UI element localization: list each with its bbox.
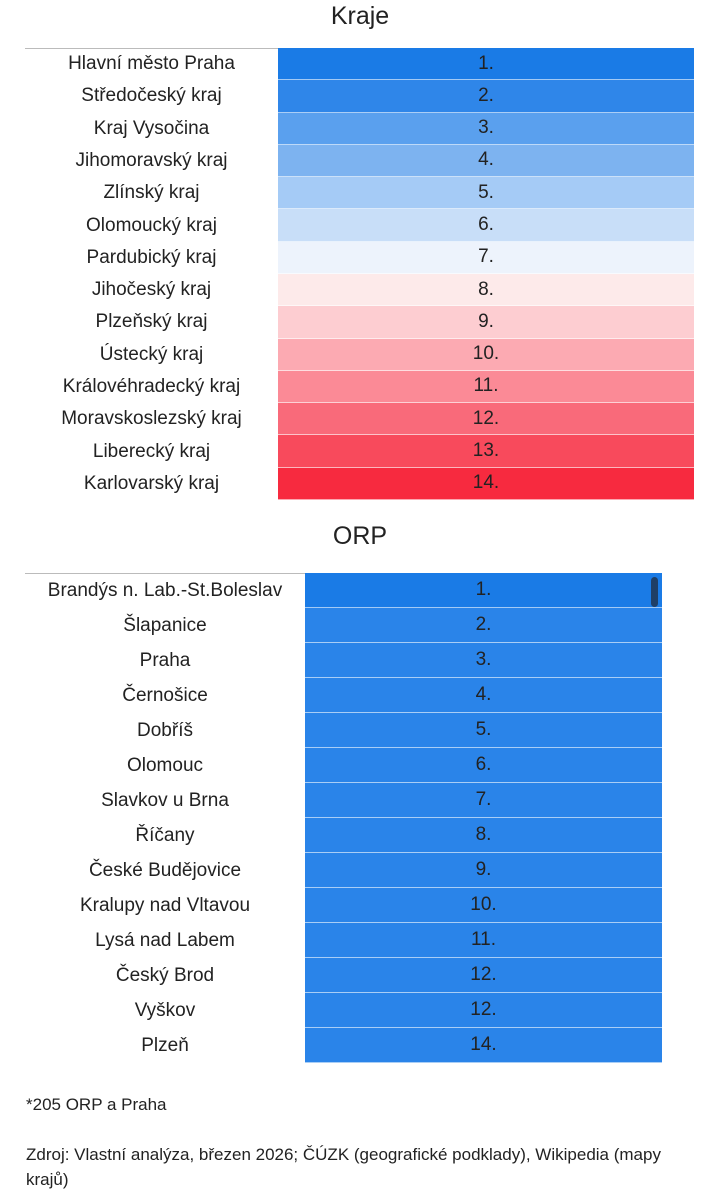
table-row: Kraj Vysočina 3. xyxy=(25,112,694,145)
table-row: Český Brod 12. xyxy=(25,958,662,993)
table-row: Olomouc 6. xyxy=(25,748,662,783)
row-rank: 3. xyxy=(278,112,694,145)
row-name: Pardubický kraj xyxy=(86,246,217,268)
table-row: Černošice 4. xyxy=(25,678,662,713)
table-row: Karlovarský kraj 14. xyxy=(25,467,694,500)
row-name: Moravskoslezský kraj xyxy=(61,408,242,430)
row-name: Slavkov u Brna xyxy=(101,789,229,811)
table-row: Moravskoslezský kraj 12. xyxy=(25,403,694,436)
row-rank: 10. xyxy=(305,888,662,923)
table-row: Středočeský kraj 2. xyxy=(25,80,694,113)
table-row: Plzeňský kraj 9. xyxy=(25,306,694,339)
row-rank: 9. xyxy=(305,853,662,888)
row-name: Hlavní město Praha xyxy=(68,53,235,75)
row-name: Praha xyxy=(139,649,191,671)
table-row: Slavkov u Brna 7. xyxy=(25,783,662,818)
row-name: Říčany xyxy=(135,824,195,846)
row-rank: 10. xyxy=(278,338,694,371)
top-border xyxy=(25,573,305,574)
row-rank: 14. xyxy=(278,467,694,500)
row-rank: 8. xyxy=(278,274,694,307)
row-rank: 11. xyxy=(305,923,662,958)
row-rank: 5. xyxy=(305,713,662,748)
row-name: Liberecký kraj xyxy=(92,440,211,462)
row-rank: 8. xyxy=(305,818,662,853)
source: Zdroj: Vlastní analýza, březen 2026; ČÚZ… xyxy=(26,1145,661,1189)
row-name: Jihomoravský kraj xyxy=(75,149,228,171)
row-rank: 2. xyxy=(278,80,694,113)
row-name: Plzeň xyxy=(141,1034,189,1056)
row-rank: 11. xyxy=(278,370,694,404)
row-name: Vyškov xyxy=(134,999,196,1021)
table-row: Říčany 8. xyxy=(25,818,662,853)
table-row: Zlínský kraj 5. xyxy=(25,177,694,210)
row-rank: 2. xyxy=(305,608,662,643)
row-rank: 3. xyxy=(305,643,662,678)
row-rank: 7. xyxy=(305,783,662,818)
orp-table[interactable]: Brandýs n. Lab.-St.Boleslav 1. Šlapanice 2.… xyxy=(25,573,662,1063)
table-row: Šlapanice 2. xyxy=(25,608,662,643)
row-name: Královéhradecký kraj xyxy=(62,375,241,397)
row-rank: 7. xyxy=(278,241,694,274)
row-name: Karlovarský kraj xyxy=(83,472,220,494)
table-row: Lysá nad Labem 11. xyxy=(25,923,662,958)
table-row: Vyškov 12. xyxy=(25,993,662,1028)
table-row: Brandýs n. Lab.-St.Boleslav 1. xyxy=(25,573,662,608)
row-name: Dobříš xyxy=(137,719,193,741)
row-name: Zlínský kraj xyxy=(103,182,200,204)
row-name: Ústecký kraj xyxy=(99,343,204,365)
row-name: Brandýs n. Lab.-St.Boleslav xyxy=(47,579,283,601)
table-row: Hlavní město Praha 1. xyxy=(25,48,694,81)
kraje-title: Kraje xyxy=(330,2,390,30)
row-rank: 1. xyxy=(305,573,662,608)
row-rank: 12. xyxy=(278,403,694,436)
row-rank: 12. xyxy=(305,958,662,993)
row-name: Kralupy nad Vltavou xyxy=(79,894,251,916)
row-rank: 12. xyxy=(305,993,662,1028)
row-rank: 13. xyxy=(278,435,694,468)
table-row: Pardubický kraj 7. xyxy=(25,241,694,274)
scrollbar[interactable] xyxy=(651,577,658,607)
row-name: Středočeský kraj xyxy=(81,85,222,107)
table-row: Ústecký kraj 10. xyxy=(25,338,694,371)
row-rank: 6. xyxy=(305,748,662,783)
table-row: Liberecký kraj 13. xyxy=(25,435,694,468)
row-name: Jihočeský kraj xyxy=(91,279,212,301)
row-name: Olomouc xyxy=(126,754,204,776)
row-name: Lysá nad Labem xyxy=(95,929,235,951)
row-name: Černošice xyxy=(122,684,208,706)
footnote: *205 ORP a Praha xyxy=(26,1095,167,1114)
table-row: České Budějovice 9. xyxy=(25,853,662,888)
table-row: Olomoucký kraj 6. xyxy=(25,209,694,242)
table-row: Jihočeský kraj 8. xyxy=(25,274,694,307)
row-name: České Budějovice xyxy=(88,859,242,881)
table-row: Dobříš 5. xyxy=(25,713,662,748)
row-name: Kraj Vysočina xyxy=(93,117,210,139)
row-name: Český Brod xyxy=(115,964,215,986)
row-rank: 4. xyxy=(278,144,694,178)
row-name: Plzeňský kraj xyxy=(95,311,208,333)
top-border xyxy=(25,48,278,49)
row-name: Šlapanice xyxy=(123,614,207,636)
row-name: Olomoucký kraj xyxy=(86,214,217,236)
row-rank: 5. xyxy=(278,177,694,210)
table-row: Královéhradecký kraj 11. xyxy=(25,370,694,404)
kraje-table: Hlavní město Praha 1. Středočeský kraj 2. Kr… xyxy=(25,48,694,500)
row-rank: 6. xyxy=(278,209,694,242)
orp-title: ORP xyxy=(332,522,388,550)
row-rank: 1. xyxy=(278,48,694,81)
row-rank: 14. xyxy=(305,1028,662,1063)
table-row: Praha 3. xyxy=(25,643,662,678)
table-row: Plzeň 14. xyxy=(25,1028,662,1063)
table-row: Jihomoravský kraj 4. xyxy=(25,144,694,178)
row-rank: 9. xyxy=(278,306,694,339)
row-rank: 4. xyxy=(305,678,662,713)
table-row: Kralupy nad Vltavou 10. xyxy=(25,888,662,923)
